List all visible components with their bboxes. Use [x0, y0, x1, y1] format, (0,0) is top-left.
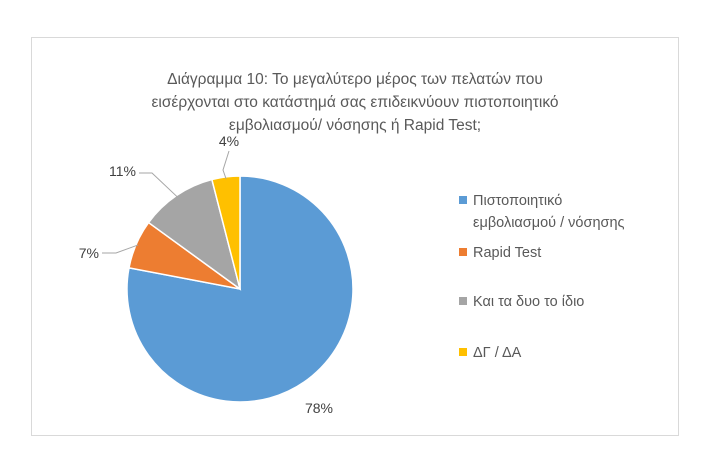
legend-label-dont-know: ΔΓ / ΔΑ — [473, 345, 522, 361]
chart-title-line-2: εισέρχονται στο κατάστημά σας επιδεικνύο… — [151, 94, 559, 111]
pie-slices — [126, 175, 354, 403]
leader-line-both-same — [139, 172, 178, 198]
legend-label-both-same: Και τα δυο το ίδιο — [473, 294, 585, 310]
leader-lines — [102, 150, 230, 254]
legend-label-certificate-line-1: Πιστοποιητικό — [473, 193, 563, 209]
data-labels: 78% 7% 11% 4% — [79, 133, 333, 416]
chart-title-line-1: Διάγραμμα 10: Το μεγαλύτερο μέρος των πε… — [167, 71, 543, 88]
legend-swatch-dont-know — [459, 348, 467, 356]
leader-line-dont-know — [222, 150, 230, 180]
legend-swatch-both-same — [459, 297, 467, 305]
legend-label-certificate-line-2: εμβολιασμού / νόσησης — [473, 215, 625, 231]
chart-frame — [31, 37, 679, 436]
leader-line-rapid-test — [102, 244, 139, 254]
data-label-certificate: 78% — [305, 400, 333, 416]
data-label-rapid-test: 7% — [79, 245, 99, 261]
legend-label-rapid-test: Rapid Test — [473, 245, 542, 261]
legend-swatch-rapid-test — [459, 248, 467, 256]
legend-swatch-certificate — [459, 196, 467, 204]
data-label-both-same: 11% — [109, 163, 136, 179]
data-label-dont-know: 4% — [219, 133, 239, 149]
chart-title-line-3: εμβολιασμού/ νόσησης ή Rapid Test; — [228, 117, 482, 134]
chart-title: Διάγραμμα 10: Το μεγαλύτερο μέρος των πε… — [31, 68, 679, 137]
